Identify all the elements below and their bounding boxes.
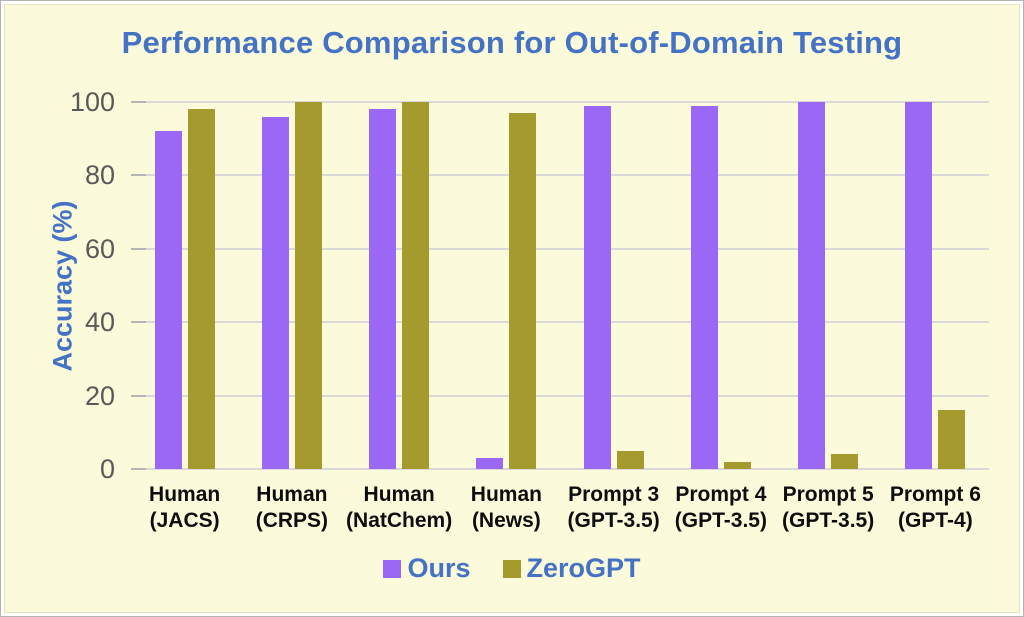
bar-ours-6 xyxy=(691,106,718,469)
y-axis-tick-100 xyxy=(131,101,146,103)
x-axis-label-7: Prompt 5 (GPT-3.5) xyxy=(782,483,875,532)
y-tick-label-100: 100 xyxy=(69,87,115,117)
y-axis-tick-80 xyxy=(131,174,146,177)
bar-ours-3 xyxy=(369,109,396,469)
legend-label-zerogpt: ZeroGPT xyxy=(526,553,641,583)
gridline-80 xyxy=(131,174,989,177)
gridline-100 xyxy=(131,101,989,103)
legend-item-ours: Ours xyxy=(383,553,471,584)
bar-zerogpt-5 xyxy=(617,451,644,469)
y-tick-label-40: 40 xyxy=(84,307,115,338)
y-tick-label-80: 80 xyxy=(84,160,115,191)
bar-ours-5 xyxy=(584,106,611,469)
y-axis-title: Accuracy (%) xyxy=(47,200,78,372)
bar-ours-2 xyxy=(262,117,289,469)
x-axis-label-2: Human (CRPS) xyxy=(255,483,329,532)
bar-ours-1 xyxy=(155,131,182,469)
y-tick-label-20: 20 xyxy=(84,380,115,411)
x-axis-label-5: Prompt 3 (GPT-3.5) xyxy=(567,483,660,532)
x-axis-label-1: Human (JACS) xyxy=(149,483,221,532)
bar-zerogpt-6 xyxy=(724,462,751,469)
legend-label-ours: Ours xyxy=(407,553,471,583)
bar-zerogpt-2 xyxy=(295,102,322,469)
x-axis-label-3: Human (NatChem) xyxy=(346,483,453,532)
bar-zerogpt-3 xyxy=(402,102,429,469)
legend-swatch-ours-icon xyxy=(383,559,402,578)
x-axis-labels: Human (JACS) Human (CRPS) Human (NatChem) H… xyxy=(131,482,989,534)
gridline-0 xyxy=(131,468,989,470)
bar-zerogpt-7 xyxy=(831,454,858,469)
bar-ours-8 xyxy=(905,102,932,469)
y-axis-tick-60 xyxy=(131,247,146,250)
y-axis-tick-0 xyxy=(131,468,146,470)
gridline-60 xyxy=(131,247,989,250)
x-axis-label-8: Prompt 6 (GPT-4) xyxy=(889,483,981,532)
x-axis-label-4: Human (News) xyxy=(470,483,542,532)
bar-ours-7 xyxy=(798,102,825,469)
bar-ours-4 xyxy=(476,458,503,469)
plot-area xyxy=(131,101,989,470)
y-axis-tick-20 xyxy=(131,394,146,397)
chart-title: Performance Comparison for Out-of-Domain… xyxy=(121,25,903,60)
legend-item-zerogpt: ZeroGPT xyxy=(502,553,641,584)
y-axis-tick-40 xyxy=(131,321,146,324)
legend: Ours ZeroGPT xyxy=(1,553,1023,584)
bar-zerogpt-8 xyxy=(938,410,965,469)
bar-zerogpt-1 xyxy=(188,109,215,469)
gridline-20 xyxy=(131,394,989,397)
bar-zerogpt-4 xyxy=(509,113,536,469)
legend-swatch-zerogpt-icon xyxy=(502,559,521,578)
y-tick-label-60: 60 xyxy=(84,233,115,264)
x-axis-label-6: Prompt 4 (GPT-3.5) xyxy=(674,483,767,532)
gridline-40 xyxy=(131,321,989,324)
y-tick-label-0: 0 xyxy=(99,454,115,484)
